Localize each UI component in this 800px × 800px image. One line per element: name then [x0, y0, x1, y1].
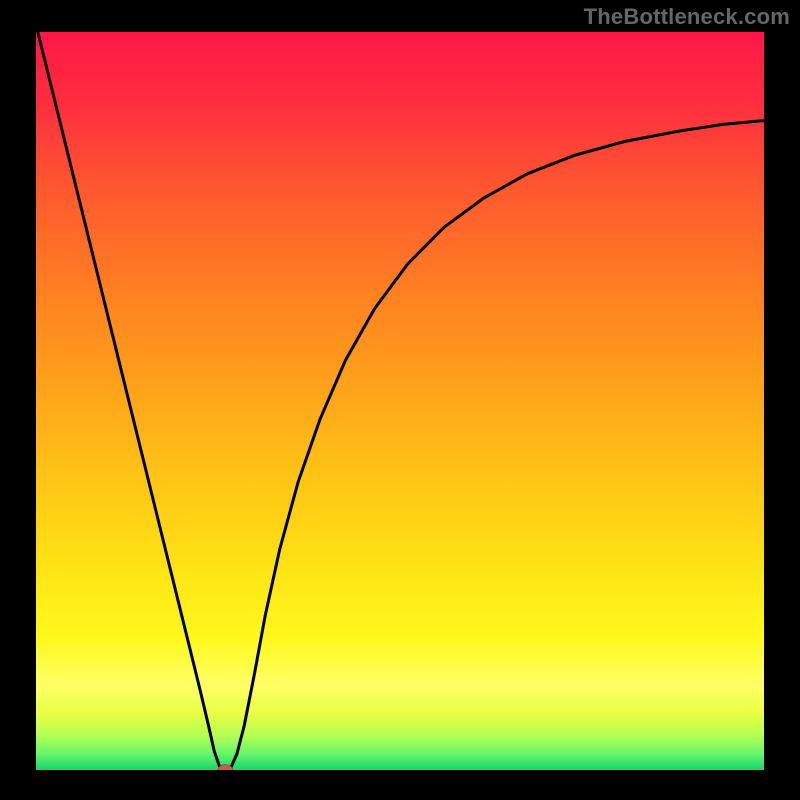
watermark-label: TheBottleneck.com — [584, 4, 790, 30]
plot-area — [36, 32, 764, 770]
chart-canvas: TheBottleneck.com — [0, 0, 800, 800]
gradient-bg — [36, 32, 764, 770]
chart-svg — [36, 32, 764, 770]
